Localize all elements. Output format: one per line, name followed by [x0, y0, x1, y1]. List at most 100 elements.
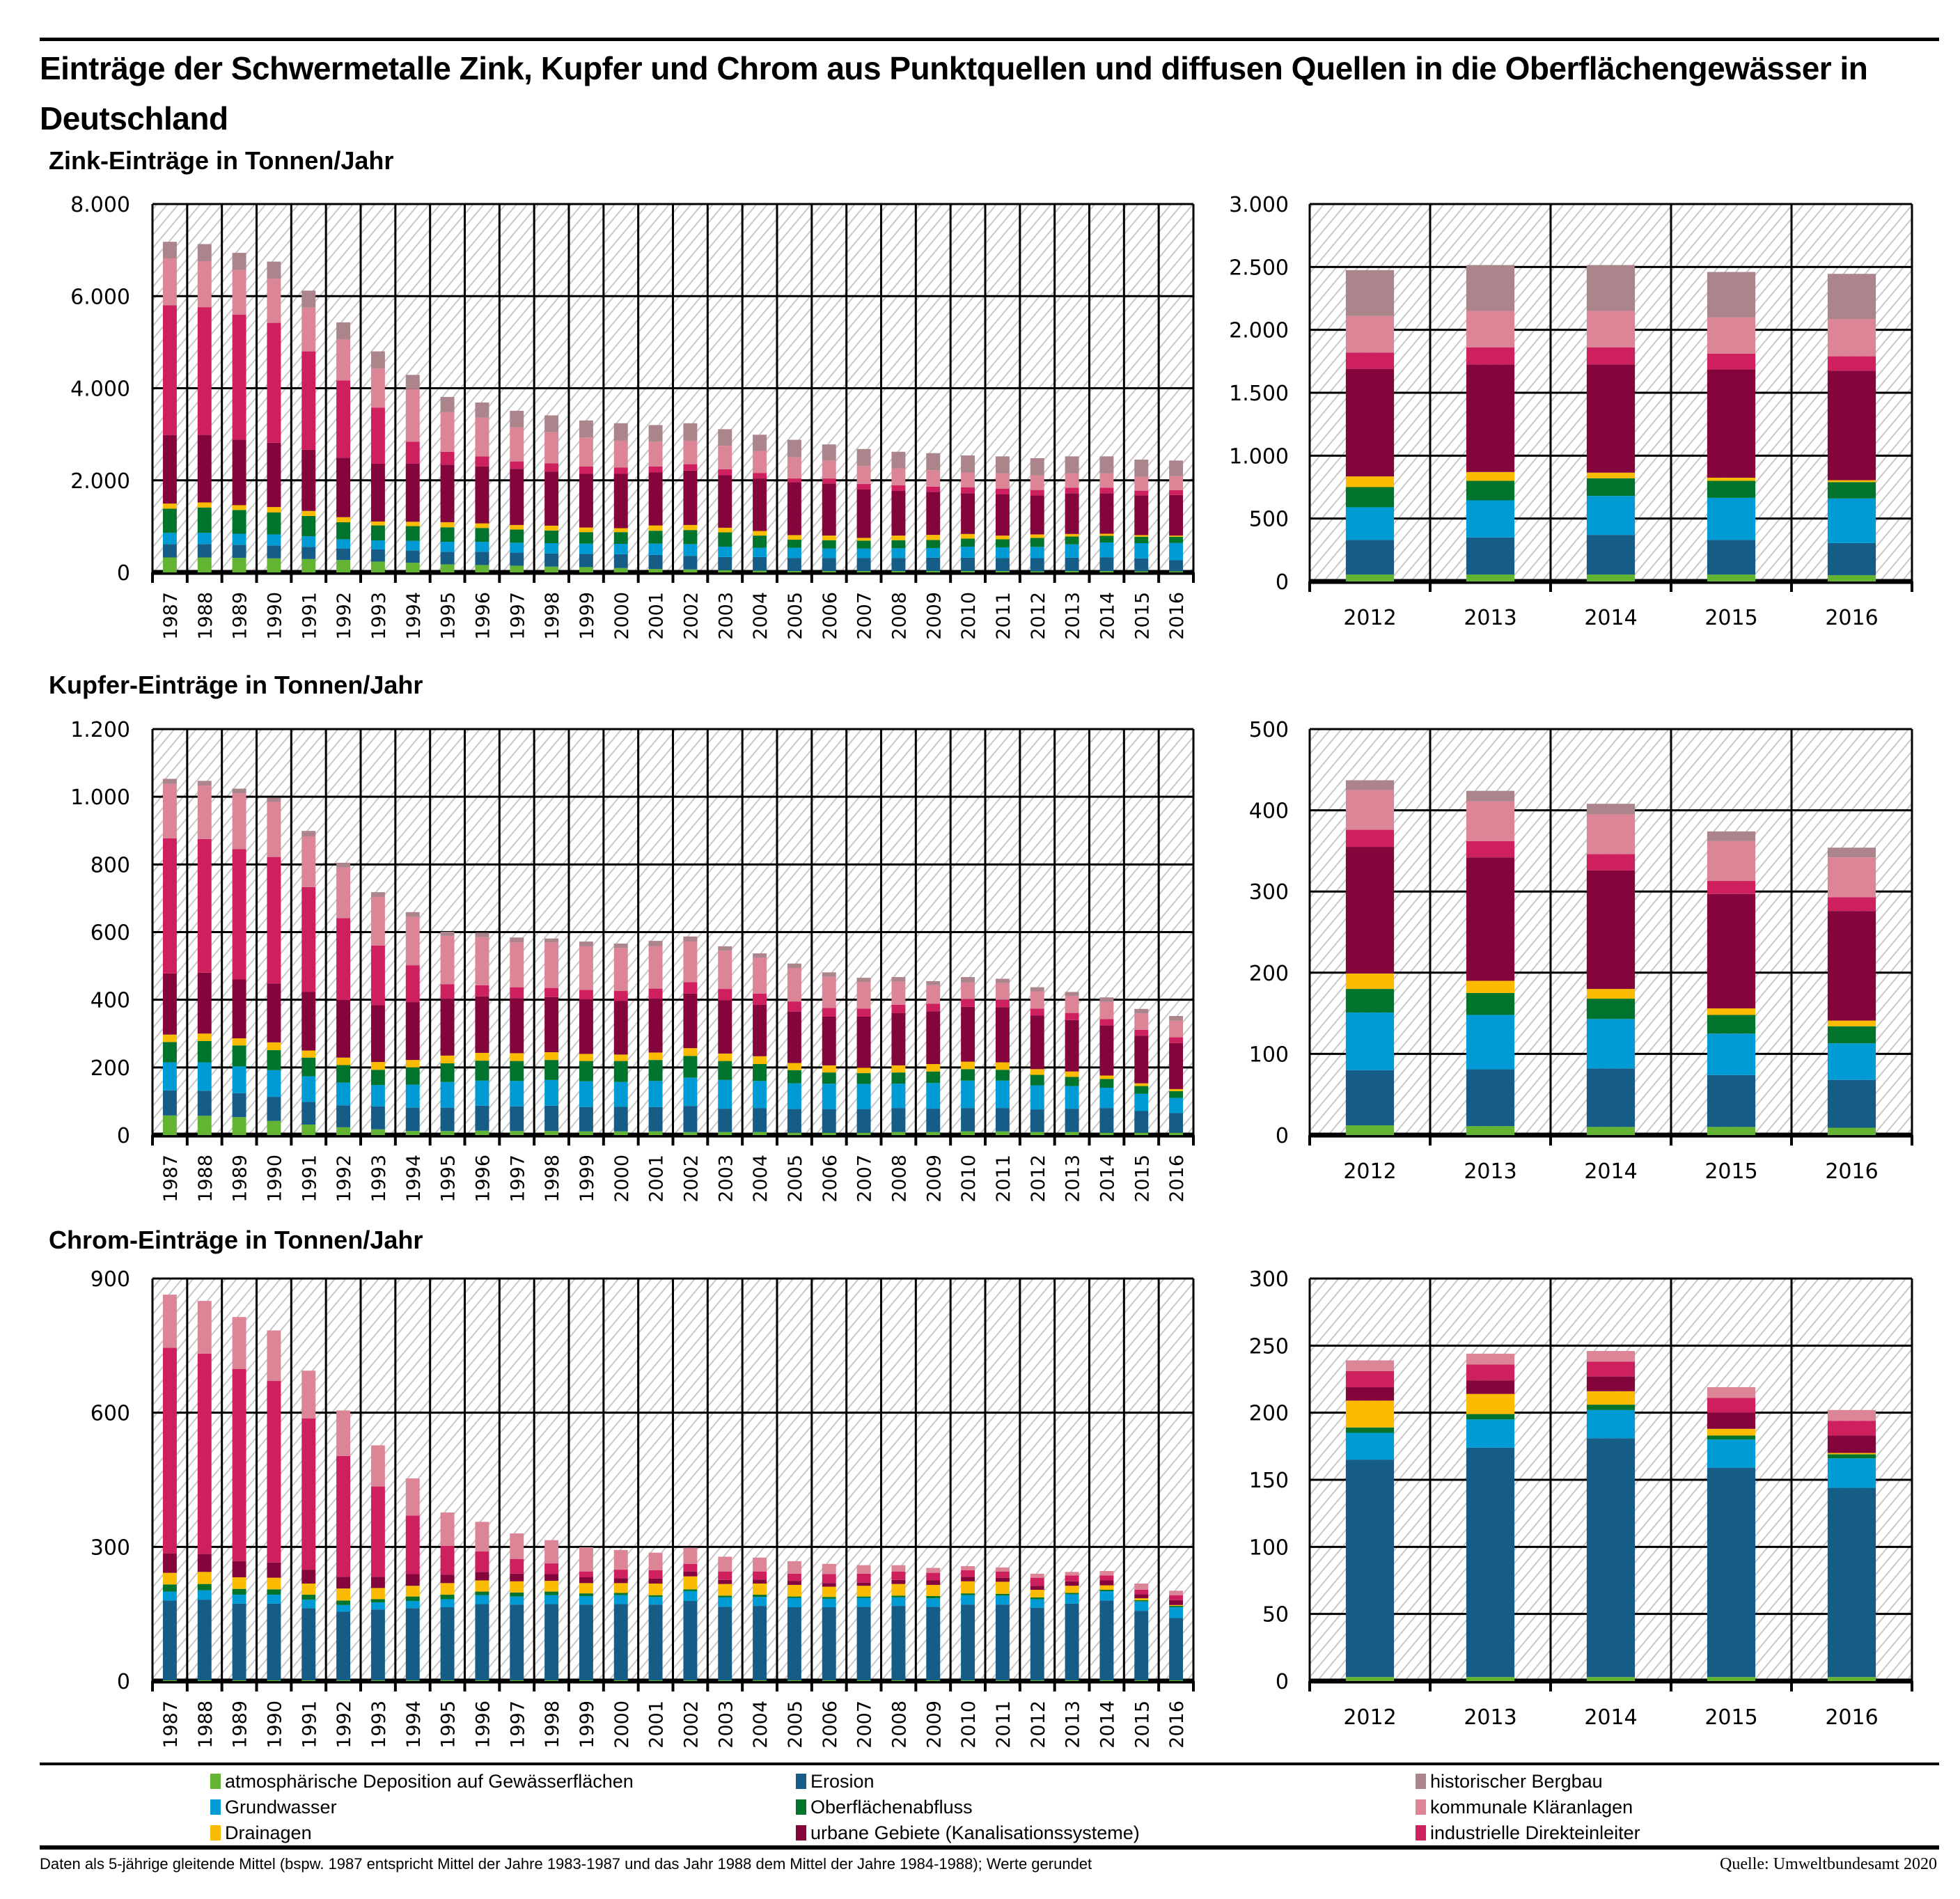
bar-segment-ind: [961, 487, 975, 494]
legend-swatch-oberfl: [796, 1799, 806, 1815]
bar-segment-drain: [787, 1063, 801, 1070]
bar-segment-urban: [648, 472, 663, 526]
bar-segment-berg: [926, 453, 941, 471]
x-tick-label: 1988: [195, 1701, 217, 1749]
bar-segment-komm: [579, 946, 593, 990]
bar-segment-grund: [544, 1595, 559, 1604]
bar-segment-komm: [370, 1445, 385, 1487]
bar-segment-grund: [162, 533, 177, 545]
bar-segment-berg: [1065, 456, 1079, 474]
bar-segment-grund: [961, 1595, 975, 1605]
bar-segment-komm: [891, 1565, 906, 1572]
bar-segment-komm: [1586, 311, 1636, 347]
bar-segment-atm: [1707, 1127, 1756, 1135]
bar-segment-urban: [613, 474, 628, 529]
bar-segment-urban: [1586, 364, 1636, 473]
bar-segment-atm: [926, 1680, 941, 1681]
bar-segment-atm: [162, 557, 177, 572]
bar-segment-komm: [1169, 476, 1184, 490]
bar-segment-grund: [1707, 1439, 1756, 1468]
bar-segment-oberfl: [718, 1061, 732, 1080]
x-tick-label: 2014: [1584, 606, 1637, 630]
bar-segment-komm: [961, 472, 975, 487]
x-tick-label: 2015: [1704, 1705, 1757, 1730]
bar-segment-urban: [232, 1561, 246, 1578]
bar-segment-eros: [995, 1604, 1010, 1680]
bar-segment-drain: [579, 1054, 593, 1061]
x-tick-label: 1995: [438, 592, 460, 640]
bar-segment-oberfl: [613, 1061, 628, 1082]
bar-segment-komm: [1099, 1001, 1114, 1019]
bar-segment-eros: [1345, 1070, 1395, 1126]
bar-segment-atm: [1466, 1677, 1515, 1681]
bar-segment-urban: [1030, 495, 1044, 535]
bar-segment-grund: [822, 1598, 836, 1608]
bar-segment-eros: [1707, 540, 1756, 575]
bar-segment-atm: [718, 1680, 732, 1681]
bar-segment-komm: [1099, 1571, 1114, 1576]
x-tick-label: 2007: [854, 592, 876, 640]
bar-segment-atm: [267, 558, 281, 572]
bar-segment-grund: [440, 1599, 455, 1608]
bar-segment-ind: [475, 456, 489, 467]
bar-segment-atm: [232, 558, 246, 572]
bar-segment-ind: [510, 461, 524, 469]
bar-segment-grund: [301, 1600, 316, 1609]
bar-segment-oberfl: [926, 1595, 941, 1599]
bar-segment-oberfl: [1466, 480, 1515, 501]
bar-segment-atm: [718, 570, 732, 572]
bar-segment-drain: [822, 536, 836, 540]
x-tick-label: 1994: [403, 1155, 425, 1203]
bar-segment-grund: [336, 539, 351, 549]
bar-segment-ind: [787, 1001, 801, 1012]
bar-segment-eros: [648, 1604, 663, 1680]
bar-segment-grund: [370, 1085, 385, 1107]
bar-segment-ind: [1065, 1575, 1079, 1581]
x-tick-label: 2004: [750, 1155, 771, 1203]
bar-segment-komm: [1169, 1020, 1184, 1038]
bar-segment-eros: [753, 1606, 767, 1680]
bar-segment-atm: [822, 571, 836, 572]
bar-segment-berg: [753, 435, 767, 451]
bar-segment-grund: [579, 543, 593, 554]
bar-segment-eros: [544, 1604, 559, 1680]
x-tick-label: 2003: [715, 1701, 737, 1749]
bar-segment-atm: [544, 1131, 559, 1135]
bar-segment-ind: [1134, 1029, 1149, 1036]
bar-segment-komm: [1345, 790, 1395, 830]
bar-segment-urban: [961, 1577, 975, 1581]
bar-segment-drain: [301, 510, 316, 516]
bar-segment-drain: [370, 1062, 385, 1070]
bar-segment-drain: [301, 1583, 316, 1595]
bar-segment-eros: [579, 1107, 593, 1132]
x-tick-label: 2004: [750, 1701, 771, 1749]
page-title: Einträge der Schwermetalle Zink, Kupfer …: [40, 50, 1868, 136]
y-tick-label: 800: [91, 853, 130, 877]
bar-segment-ind: [648, 466, 663, 473]
x-tick-label: 1988: [195, 1155, 217, 1203]
bar-segment-atm: [475, 1130, 489, 1135]
x-tick-label: 2007: [854, 1155, 876, 1203]
bar-segment-grund: [926, 1598, 941, 1607]
bar-segment-grund: [926, 547, 941, 558]
bar-segment-eros: [1466, 1069, 1515, 1127]
bar-segment-drain: [961, 1581, 975, 1594]
bar-segment-urban: [370, 463, 385, 522]
bar-segment-drain: [336, 517, 351, 522]
bar-segment-urban: [1345, 847, 1395, 974]
y-tick-label: 0: [1276, 570, 1289, 595]
x-tick-label: 2016: [1825, 1705, 1878, 1730]
bar-segment-drain: [544, 1052, 559, 1061]
bar-segment-ind: [1827, 1421, 1876, 1436]
bar-segment-oberfl: [370, 1070, 385, 1086]
bar-segment-eros: [822, 1109, 836, 1133]
bar-segment-komm: [1134, 476, 1149, 491]
bar-segment-atm: [405, 1680, 420, 1681]
bar-segment-urban: [1134, 1594, 1149, 1599]
bar-segment-ind: [267, 322, 281, 443]
bar-segment-urban: [683, 470, 698, 525]
bar-segment-oberfl: [1586, 1405, 1636, 1410]
bar-segment-komm: [301, 1370, 316, 1419]
bar-segment-berg: [405, 375, 420, 389]
x-tick-label: 1991: [299, 592, 320, 640]
